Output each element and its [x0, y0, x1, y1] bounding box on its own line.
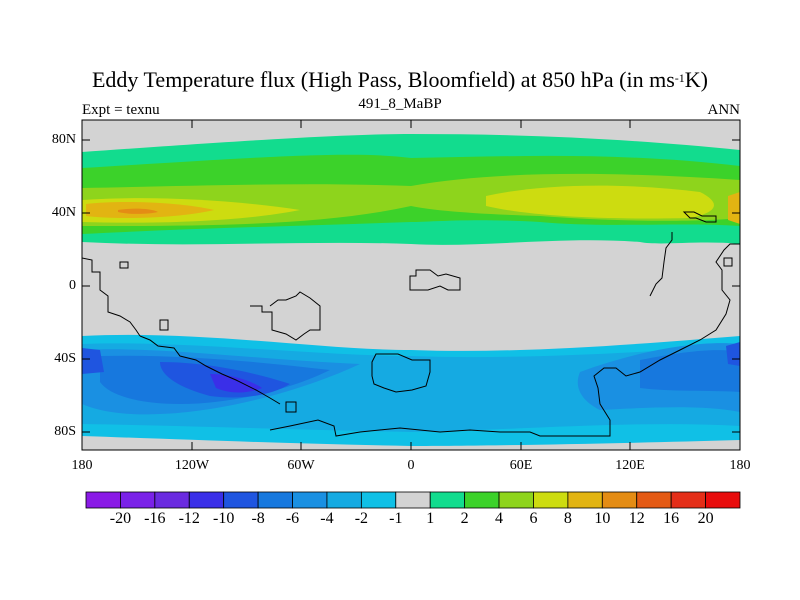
tick-marks	[81, 120, 741, 450]
colorbar-swatch	[498, 491, 534, 509]
colorbar-swatch	[326, 491, 362, 509]
contour-field	[82, 120, 740, 450]
colorbar-swatch	[601, 491, 638, 509]
colorbar-swatch	[360, 491, 397, 509]
coast-small-island-4	[723, 257, 733, 267]
coast-pacific-east	[649, 232, 673, 297]
coast-small-island-2	[159, 319, 169, 331]
coast-small-island-1	[119, 261, 129, 269]
colorbar-swatch	[670, 491, 706, 509]
x-tick-180e: 180	[729, 458, 751, 473]
x-tick-180w: 180	[71, 458, 93, 473]
colorbar-label: -20	[109, 510, 132, 527]
colorbar-label: -12	[178, 510, 200, 527]
colorbar-label: -6	[285, 510, 300, 527]
sh-contour-minus10	[210, 374, 262, 393]
y-tick-0: 0	[69, 278, 76, 293]
sh-contour-minus8-east-edge	[726, 342, 740, 366]
coast-south-america	[139, 335, 281, 405]
colorbar-swatch	[120, 491, 156, 509]
coastlines	[82, 211, 740, 437]
y-tick-80n: 80N	[51, 132, 76, 147]
colorbar-label: 2	[460, 510, 469, 527]
colorbar-label: 1	[426, 510, 435, 527]
colorbar-swatch	[85, 491, 121, 509]
chart-title: Eddy Temperature flux (High Pass, Bloomf…	[91, 67, 708, 92]
colorbar-label: -1	[389, 510, 403, 527]
coast-arabia	[409, 269, 461, 291]
colorbar-label: 20	[697, 510, 714, 527]
coast-africa	[250, 291, 321, 341]
x-tick-120w: 120W	[174, 458, 210, 473]
x-tick-120e: 120E	[615, 458, 645, 473]
colorbar-label: -4	[320, 510, 334, 527]
x-tick-60w: 60W	[287, 458, 315, 473]
x-tick-60e: 60E	[509, 458, 533, 473]
colorbar-label: 10	[594, 510, 611, 527]
colorbar-swatch	[395, 491, 431, 509]
colorbar-swatch	[464, 491, 500, 509]
colorbar-label: -10	[213, 510, 235, 527]
run-label: 491_8_MaBP	[358, 96, 442, 112]
colorbar-label: 6	[529, 510, 538, 527]
colorbar-swatch	[705, 491, 741, 509]
nh-contour-12-west	[118, 208, 158, 214]
y-tick-40n: 40N	[51, 205, 76, 220]
colorbar-label: -16	[144, 510, 166, 527]
sh-contour-minus8-west-edge	[82, 348, 104, 374]
y-tick-40s: 40S	[54, 351, 76, 366]
coast-antarctica	[269, 243, 740, 437]
colorbar-label: -2	[354, 510, 369, 527]
coast-americas-north	[82, 257, 141, 337]
colorbar-swatch	[567, 491, 603, 509]
coast-australia	[371, 353, 431, 393]
y-tick-80s: 80S	[54, 424, 76, 439]
colorbar-swatch	[223, 491, 259, 509]
coast-small-island-3	[285, 401, 297, 413]
colorbar-swatch	[154, 491, 190, 509]
nh-contour-8-east	[486, 185, 714, 219]
colorbar-label: 4	[495, 510, 504, 527]
coast-japan	[682, 211, 717, 223]
sh-contour-minus6-east	[640, 350, 740, 392]
colorbar-swatch	[533, 491, 569, 509]
colorbar-swatch	[188, 491, 225, 509]
period-label: ANN	[707, 102, 741, 118]
x-tick-0: 0	[407, 458, 415, 473]
experiment-label: Expt = texnu	[82, 102, 160, 118]
colorbar-swatch	[292, 491, 328, 509]
colorbar-swatch	[636, 491, 672, 509]
colorbar	[85, 491, 741, 509]
colorbar-swatch	[429, 491, 466, 509]
colorbar-label: 8	[563, 510, 572, 527]
colorbar-label: 12	[628, 510, 645, 527]
colorbar-label: 16	[663, 510, 680, 527]
nh-contour-10-east-edge	[728, 192, 740, 224]
colorbar-label: -8	[251, 510, 265, 527]
colorbar-swatch	[257, 491, 293, 509]
